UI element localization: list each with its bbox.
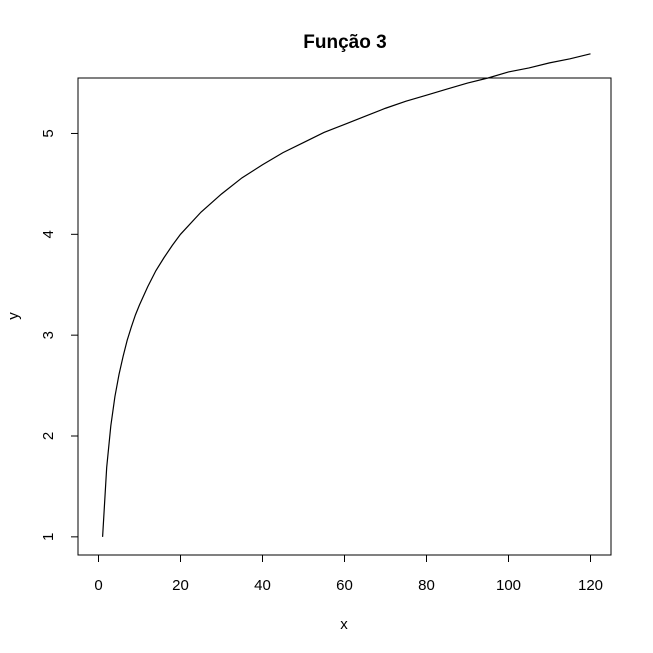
chart-title: Função 3 xyxy=(303,32,386,53)
y-tick-label: 5 xyxy=(40,129,57,137)
y-axis: 1 2 3 4 5 xyxy=(40,129,79,541)
x-tick-label: 0 xyxy=(94,577,102,594)
x-tick-label: 100 xyxy=(496,577,521,594)
series-line xyxy=(102,53,591,537)
x-axis-label: x xyxy=(340,616,348,633)
y-axis-label: y xyxy=(5,312,22,320)
y-tick-label: 3 xyxy=(40,331,57,339)
y-tick-label: 4 xyxy=(40,230,57,238)
y-tick-label: 1 xyxy=(40,533,57,541)
plot-frame xyxy=(77,77,612,556)
x-axis: 0 20 40 60 80 100 120 xyxy=(94,554,603,594)
y-tick-label: 2 xyxy=(40,432,57,440)
x-tick-label: 120 xyxy=(578,577,603,594)
x-tick-label: 60 xyxy=(336,577,353,594)
x-tick-label: 40 xyxy=(254,577,271,594)
x-tick-label: 20 xyxy=(172,577,189,594)
x-tick-label: 80 xyxy=(418,577,435,594)
